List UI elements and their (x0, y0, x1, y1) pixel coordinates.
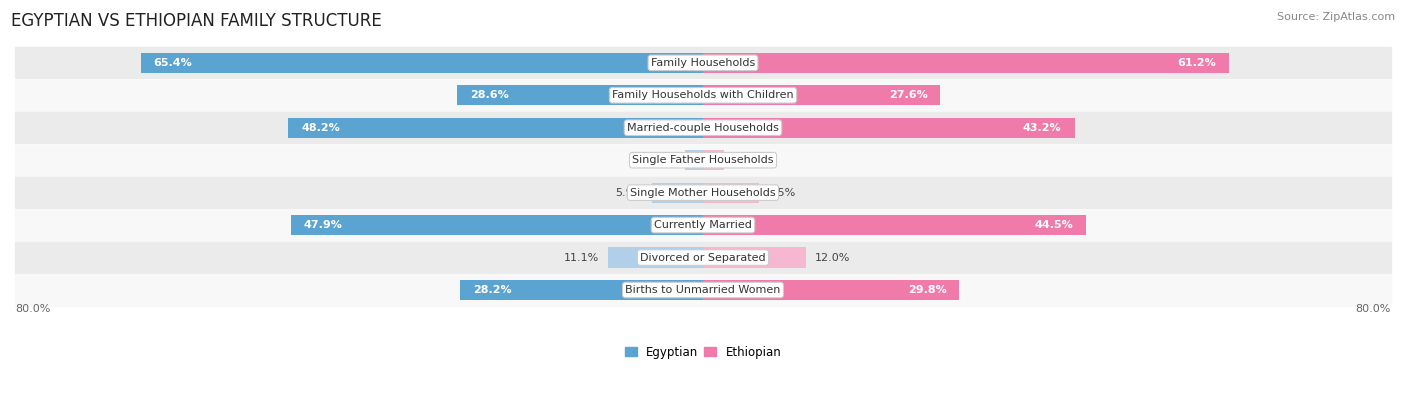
Text: EGYPTIAN VS ETHIOPIAN FAMILY STRUCTURE: EGYPTIAN VS ETHIOPIAN FAMILY STRUCTURE (11, 12, 382, 30)
Text: 80.0%: 80.0% (1355, 304, 1391, 314)
Text: 65.4%: 65.4% (153, 58, 193, 68)
Bar (685, 150, 703, 170)
Bar (15, 47, 1391, 78)
Bar (703, 248, 806, 267)
Text: 12.0%: 12.0% (815, 252, 851, 263)
Text: 2.1%: 2.1% (648, 155, 676, 165)
Text: Family Households: Family Households (651, 58, 755, 68)
Text: Family Households with Children: Family Households with Children (612, 90, 794, 100)
Bar (607, 248, 703, 267)
Bar (288, 118, 703, 138)
Text: 43.2%: 43.2% (1024, 123, 1062, 133)
Text: Single Mother Households: Single Mother Households (630, 188, 776, 198)
Bar (703, 215, 1085, 235)
Bar (703, 118, 1074, 138)
Text: 47.9%: 47.9% (304, 220, 343, 230)
Bar (15, 209, 1391, 241)
Bar (652, 182, 703, 203)
Bar (15, 242, 1391, 273)
Text: Single Father Households: Single Father Households (633, 155, 773, 165)
Bar (15, 145, 1391, 176)
Text: Births to Unmarried Women: Births to Unmarried Women (626, 285, 780, 295)
Bar (15, 275, 1391, 306)
Text: 44.5%: 44.5% (1033, 220, 1073, 230)
Bar (291, 215, 703, 235)
Text: 48.2%: 48.2% (301, 123, 340, 133)
Text: Currently Married: Currently Married (654, 220, 752, 230)
Text: Divorced or Separated: Divorced or Separated (640, 252, 766, 263)
Text: 11.1%: 11.1% (564, 252, 599, 263)
Bar (15, 80, 1391, 111)
Legend: Egyptian, Ethiopian: Egyptian, Ethiopian (620, 341, 786, 363)
Bar (703, 53, 1229, 73)
Text: 27.6%: 27.6% (889, 90, 928, 100)
Text: 28.2%: 28.2% (474, 285, 512, 295)
Bar (703, 85, 941, 105)
Text: 6.5%: 6.5% (768, 188, 796, 198)
Bar (703, 280, 959, 300)
Bar (141, 53, 703, 73)
Text: Source: ZipAtlas.com: Source: ZipAtlas.com (1277, 12, 1395, 22)
Bar (703, 182, 759, 203)
Bar (15, 177, 1391, 208)
Text: 61.2%: 61.2% (1178, 58, 1216, 68)
Text: 80.0%: 80.0% (15, 304, 51, 314)
Text: 29.8%: 29.8% (908, 285, 946, 295)
Text: 28.6%: 28.6% (470, 90, 509, 100)
Bar (461, 280, 703, 300)
Text: Married-couple Households: Married-couple Households (627, 123, 779, 133)
Bar (703, 150, 724, 170)
Text: 2.4%: 2.4% (733, 155, 761, 165)
Text: 5.9%: 5.9% (616, 188, 644, 198)
Bar (457, 85, 703, 105)
Bar (15, 112, 1391, 143)
